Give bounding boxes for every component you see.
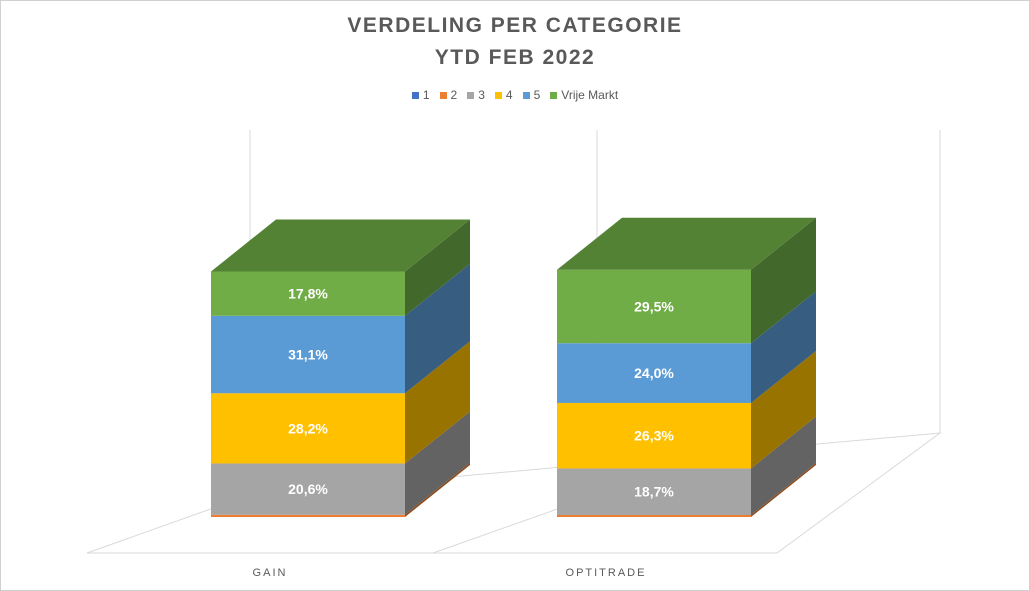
data-label: 31,1% bbox=[288, 347, 328, 363]
legend-label: Vrije Markt bbox=[561, 88, 619, 102]
bar-side-gain-series-2 bbox=[405, 462, 470, 517]
legend-swatch bbox=[411, 91, 419, 99]
bar-optitrade-series-2 bbox=[557, 515, 751, 517]
legend-swatch bbox=[550, 91, 558, 99]
legend-label: 3 bbox=[478, 88, 485, 102]
bar-gain-series-vrije-markt bbox=[211, 271, 405, 316]
legend-swatch bbox=[494, 91, 502, 99]
chart-title-line-1: VERDELING PER CATEGORIE bbox=[347, 14, 683, 37]
bar-top-optitrade bbox=[557, 217, 816, 270]
data-label: 18,7% bbox=[634, 484, 674, 500]
legend-label: 4 bbox=[505, 88, 513, 102]
bar-gain-series-4 bbox=[211, 393, 405, 464]
bar-side-optitrade-series-4 bbox=[751, 350, 816, 469]
legend-label: 5 bbox=[533, 88, 541, 102]
bar-side-optitrade-series-vrije-markt bbox=[751, 217, 816, 344]
legend-item-2: 2 bbox=[439, 88, 458, 102]
legend-item-vrije-markt: Vrije Markt bbox=[550, 88, 618, 102]
bar-optitrade-series-4 bbox=[557, 402, 751, 469]
data-label: 26,3% bbox=[634, 428, 674, 444]
bar-side-optitrade-series-5 bbox=[751, 291, 816, 403]
legend-label: 2 bbox=[450, 88, 458, 102]
bar-optitrade-series-vrije-markt bbox=[557, 269, 751, 344]
bar-side-optitrade-series-2 bbox=[751, 463, 816, 517]
chart-title-line-2: YTD FEB 2022 bbox=[434, 46, 596, 69]
bar-side-gain-series-vrije-markt bbox=[405, 219, 470, 316]
data-label: 17,8% bbox=[288, 286, 328, 302]
bar-side-gain-series-4 bbox=[405, 341, 470, 464]
legend-swatch bbox=[439, 91, 447, 99]
bar-gain-series-2 bbox=[211, 514, 405, 517]
bar-side-optitrade-series-3 bbox=[751, 416, 816, 516]
data-label: 29,5% bbox=[634, 298, 674, 314]
legend-swatch bbox=[522, 91, 530, 99]
legend-item-3: 3 bbox=[467, 88, 485, 102]
bar-side-gain-series-5 bbox=[405, 263, 470, 394]
category-label-optitrade: OPTITRADE bbox=[566, 567, 647, 579]
bar-gain-series-3 bbox=[211, 463, 405, 515]
bar-side-gain-series-3 bbox=[405, 411, 470, 515]
legend-item-5: 5 bbox=[522, 88, 541, 102]
legend-label: 1 bbox=[422, 88, 430, 102]
bar-top-gain bbox=[211, 219, 470, 272]
data-label: 20,6% bbox=[288, 481, 328, 497]
legend-item-1: 1 bbox=[411, 88, 430, 102]
floor-outline bbox=[86, 432, 942, 554]
data-label: 24,0% bbox=[634, 365, 674, 381]
bar-optitrade-series-3 bbox=[557, 468, 751, 516]
category-label-gain: GAIN bbox=[253, 567, 288, 579]
bar-optitrade-series-5 bbox=[557, 343, 751, 403]
data-label: 28,2% bbox=[288, 420, 328, 436]
bar-gain-series-5 bbox=[211, 315, 405, 394]
chart-legend: 1 2 3 4 5 Vrije Markt bbox=[0, 88, 1030, 102]
legend-item-4: 4 bbox=[494, 88, 513, 102]
legend-swatch bbox=[467, 91, 475, 99]
